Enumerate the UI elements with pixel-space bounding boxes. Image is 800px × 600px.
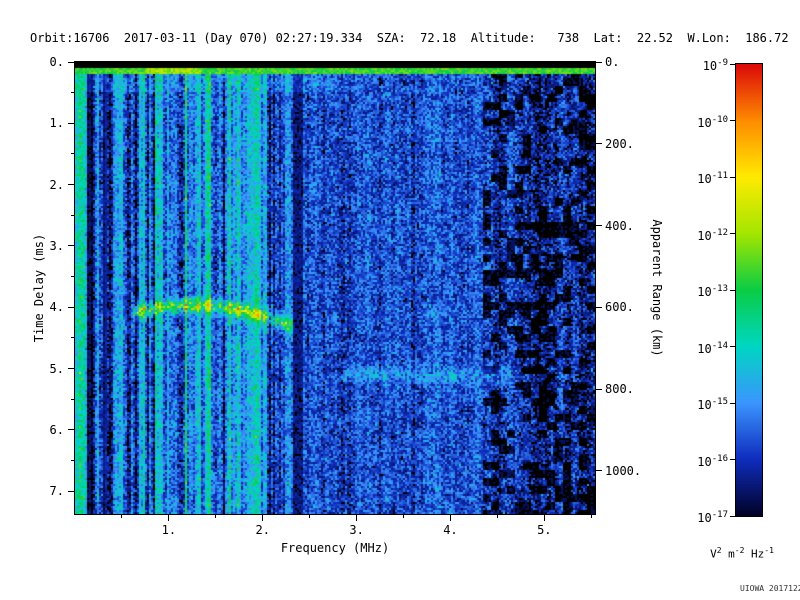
x-axis-minor-tick	[403, 515, 405, 518]
right-axis-tick	[596, 225, 602, 227]
colorbar-tick	[730, 176, 735, 178]
y-axis-tick-label: 4.	[49, 300, 64, 315]
colorbar-tick	[730, 515, 735, 517]
colorbar-tick	[730, 346, 735, 347]
y-axis-minor-tick	[71, 214, 74, 216]
x-axis-minor-tick	[309, 515, 311, 518]
y-axis-tick-label: 7.	[49, 484, 64, 499]
y-axis-minor-tick	[71, 398, 74, 400]
right-axis-tick-label: 800.	[605, 382, 634, 397]
colorbar-tick	[730, 63, 735, 65]
y-axis-minor-tick	[71, 276, 74, 278]
x-axis-tick	[356, 515, 358, 521]
y-axis-minor-tick	[71, 153, 74, 155]
colorbar-tick-label: 10-16	[697, 453, 728, 469]
right-axis-tick-label: 1000.	[605, 463, 642, 478]
x-axis-tick-label: 5.	[537, 523, 552, 537]
colorbar-tick	[730, 402, 735, 404]
colorbar-tick	[730, 233, 735, 234]
y-axis-tick	[68, 368, 74, 370]
colorbar-tick-label: 10-12	[697, 227, 728, 243]
x-axis-minor-tick	[121, 515, 123, 518]
y-axis-tick	[68, 61, 74, 63]
y-axis-tick	[68, 490, 74, 492]
colorbar-tick-label: 10-17	[697, 510, 728, 525]
y-axis-minor-tick	[71, 460, 74, 462]
y-axis-tick	[68, 306, 74, 308]
y-axis-tick	[68, 429, 74, 431]
spectrogram-plot	[75, 62, 595, 514]
x-axis-minor-tick	[215, 515, 217, 518]
y-axis-minor-tick	[71, 337, 74, 339]
x-axis-label: Frequency (MHz)	[280, 541, 390, 555]
y-axis-tick-label: 0.	[49, 55, 64, 69]
y-axis-tick-label: 5.	[49, 361, 64, 376]
colorbar-tick	[730, 289, 735, 291]
y-axis-tick-label: 6.	[49, 422, 64, 437]
y-axis-tick-label: 3.	[49, 238, 64, 253]
y-axis-tick-label: 2.	[49, 177, 64, 192]
y-axis-label-right: Apparent Range (km)	[650, 219, 664, 357]
watermark: UIOWA 20171221	[740, 584, 800, 593]
colorbar-canvas	[736, 64, 762, 516]
colorbar-tick-label: 10-9	[702, 58, 728, 73]
colorbar-tick	[730, 120, 735, 121]
right-axis-tick-label: 200.	[605, 136, 634, 151]
colorbar-tick-label: 10-10	[697, 114, 728, 130]
colorbar-units-label: V2 m-2 Hz-1	[710, 546, 774, 561]
x-axis-tick	[168, 515, 170, 521]
right-axis-tick	[596, 61, 602, 63]
spectrogram-canvas	[75, 62, 595, 514]
x-axis-tick	[543, 515, 545, 521]
colorbar-tick-label: 10-15	[697, 397, 728, 412]
x-axis-tick	[449, 515, 451, 521]
y-axis-tick	[68, 122, 74, 124]
right-axis-tick-label: 0.	[605, 55, 620, 69]
right-axis-tick-label: 400.	[605, 218, 634, 233]
right-axis-tick	[596, 306, 602, 308]
y-axis-tick	[68, 184, 74, 186]
x-axis-tick-label: 3.	[349, 523, 364, 537]
header-info: Orbit:16706 2017-03-11 (Day 070) 02:27:1…	[30, 31, 789, 45]
colorbar-tick-label: 10-13	[697, 284, 728, 299]
colorbar	[736, 64, 762, 516]
colorbar-tick-label: 10-11	[697, 171, 728, 186]
right-axis-tick-label: 600.	[605, 300, 634, 315]
y-axis-tick	[68, 245, 74, 247]
x-axis-tick-label: 4.	[443, 523, 458, 537]
right-axis-tick	[596, 143, 602, 145]
x-axis-tick-label: 1.	[161, 523, 177, 537]
x-axis-tick-label: 2.	[255, 523, 270, 537]
right-axis-tick	[596, 470, 602, 472]
y-axis-minor-tick	[71, 92, 74, 94]
x-axis-minor-tick	[496, 515, 498, 518]
right-axis-tick	[596, 388, 602, 390]
x-axis-tick	[262, 515, 264, 521]
colorbar-tick-label: 10-14	[697, 340, 728, 356]
x-axis-minor-tick	[590, 515, 592, 518]
y-axis-tick-label: 1.	[49, 116, 64, 131]
colorbar-tick	[730, 459, 735, 460]
